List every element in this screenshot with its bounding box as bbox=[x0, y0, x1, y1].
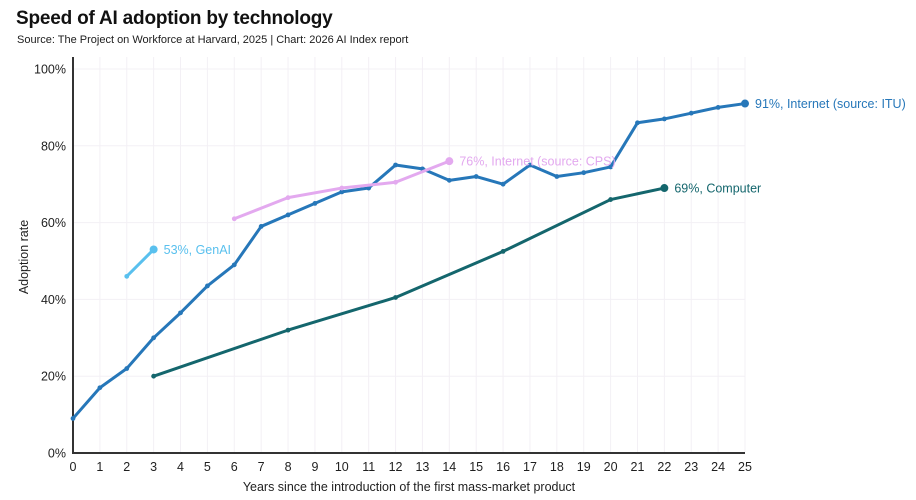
internet-itu-marker bbox=[151, 335, 157, 341]
x-tick-label: 11 bbox=[362, 460, 375, 474]
internet-cps-marker bbox=[393, 179, 398, 185]
x-tick-label: 4 bbox=[177, 460, 184, 474]
series-genai bbox=[124, 245, 158, 279]
tick-labels: 0 1 2 3 4 5 6 7 8 9 10 11 12 13 14 15 16 17 18 19 20 21 22 23 24… bbox=[34, 63, 752, 475]
x-tick-label: 22 bbox=[657, 460, 671, 474]
x-tick-label: 24 bbox=[711, 460, 725, 474]
x-tick-label: 0 bbox=[70, 460, 77, 474]
page-title: Speed of AI adoption by technology bbox=[16, 8, 333, 29]
computer-line bbox=[152, 186, 666, 378]
internet-itu-marker bbox=[178, 310, 183, 316]
x-tick-label: 13 bbox=[415, 460, 429, 474]
computer-label: 69%, Computer bbox=[674, 182, 761, 196]
genai-line bbox=[125, 247, 156, 278]
y-tick-label: 80% bbox=[41, 139, 66, 153]
internet-itu-marker bbox=[608, 164, 613, 170]
genai-marker bbox=[124, 273, 130, 279]
chart-subtitle: Source: The Project on Workforce at Harv… bbox=[17, 34, 409, 46]
x-tick-label: 25 bbox=[738, 460, 752, 474]
y-tick-label: 0% bbox=[48, 447, 66, 461]
internet-itu-marker bbox=[527, 162, 533, 168]
internet-itu-marker bbox=[205, 283, 210, 289]
internet-itu-label: 91%, Internet (source: ITU) bbox=[755, 97, 906, 111]
genai-label: 53%, GenAI bbox=[164, 243, 231, 257]
internet-itu-marker bbox=[741, 99, 749, 108]
internet-itu-line bbox=[71, 102, 747, 420]
internet-cps-label: 76%, Internet (source: CPS) bbox=[459, 155, 615, 169]
y-tick-label: 100% bbox=[34, 63, 66, 77]
internet-itu-marker bbox=[715, 105, 721, 110]
x-tick-label: 8 bbox=[285, 460, 292, 474]
internet-itu-marker bbox=[393, 162, 398, 168]
x-tick-label: 2 bbox=[123, 460, 130, 474]
computer-marker bbox=[393, 295, 398, 300]
y-tick-label: 40% bbox=[41, 293, 66, 307]
x-tick-label: 1 bbox=[96, 460, 103, 474]
y-axis-title: Adoption rate bbox=[17, 219, 31, 295]
internet-itu-marker bbox=[285, 212, 291, 218]
x-axis-title: Years since the introduction of the firs… bbox=[242, 480, 576, 494]
internet-itu-marker bbox=[473, 174, 479, 179]
computer-marker bbox=[151, 373, 157, 379]
internet-itu-marker bbox=[124, 366, 130, 371]
internet-itu-marker bbox=[366, 185, 372, 191]
x-tick-label: 16 bbox=[496, 460, 510, 474]
series-computer bbox=[151, 184, 669, 379]
x-tick-label: 3 bbox=[150, 460, 157, 474]
x-tick-label: 9 bbox=[311, 460, 318, 474]
internet-cps-marker bbox=[339, 185, 345, 191]
internet-itu-marker bbox=[635, 120, 640, 126]
computer-marker bbox=[660, 184, 669, 193]
internet-itu-marker bbox=[70, 416, 76, 421]
series-internet-itu bbox=[70, 99, 749, 421]
y-tick-label: 60% bbox=[41, 216, 66, 230]
x-tick-label: 6 bbox=[231, 460, 238, 474]
x-tick-label: 15 bbox=[469, 460, 483, 474]
x-tick-label: 17 bbox=[523, 460, 537, 474]
internet-itu-marker bbox=[688, 110, 694, 116]
internet-itu-marker bbox=[339, 189, 345, 195]
y-tick-label: 20% bbox=[41, 370, 66, 384]
series-internet-cps bbox=[231, 157, 454, 222]
internet-itu-marker bbox=[661, 116, 667, 122]
x-tick-label: 19 bbox=[577, 460, 591, 474]
internet-itu-marker bbox=[312, 201, 318, 206]
x-tick-label: 14 bbox=[442, 460, 456, 474]
internet-cps-marker bbox=[285, 195, 291, 201]
genai-marker bbox=[149, 245, 158, 254]
internet-itu-marker bbox=[554, 174, 560, 179]
computer-marker bbox=[285, 327, 291, 333]
x-tick-label: 20 bbox=[604, 460, 618, 474]
internet-cps-marker bbox=[445, 157, 454, 166]
internet-itu-marker bbox=[258, 224, 264, 229]
x-tick-label: 18 bbox=[550, 460, 564, 474]
x-tick-label: 23 bbox=[684, 460, 698, 474]
x-tick-label: 12 bbox=[389, 460, 403, 474]
internet-cps-marker bbox=[231, 216, 237, 222]
internet-itu-marker bbox=[446, 177, 452, 183]
internet-itu-marker bbox=[97, 385, 103, 391]
internet-itu-marker bbox=[231, 262, 237, 268]
x-tick-label: 10 bbox=[335, 460, 349, 474]
computer-marker bbox=[608, 197, 613, 202]
internet-itu-marker bbox=[500, 181, 506, 187]
x-tick-label: 7 bbox=[258, 460, 265, 474]
internet-itu-marker bbox=[581, 170, 587, 176]
computer-marker bbox=[500, 249, 506, 254]
axes bbox=[72, 57, 745, 454]
x-tick-label: 5 bbox=[204, 460, 211, 474]
x-tick-label: 21 bbox=[631, 460, 645, 474]
